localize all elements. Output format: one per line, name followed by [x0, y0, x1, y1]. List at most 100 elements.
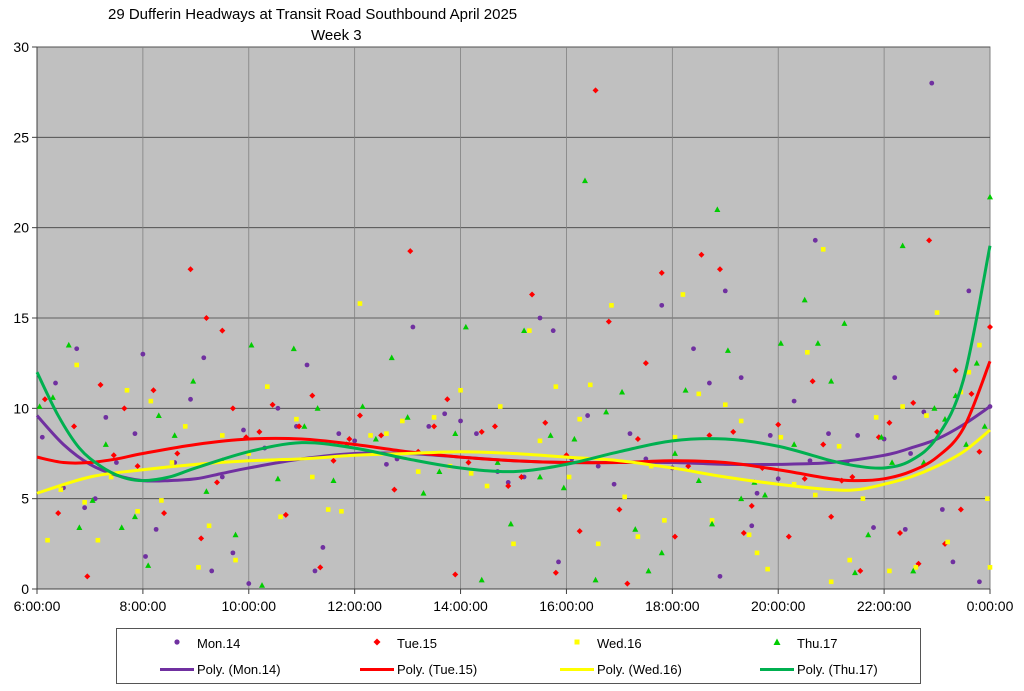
data-point-thu17	[494, 459, 501, 465]
data-point-mon14	[92, 496, 98, 502]
data-point-wed16	[662, 518, 667, 523]
data-point-mon14	[754, 490, 760, 496]
data-point-wed16	[738, 418, 744, 424]
data-point-tue15	[716, 266, 723, 273]
data-point-tue15	[685, 463, 692, 470]
legend-marker-wed16	[557, 636, 597, 651]
data-point-wed16	[820, 247, 826, 252]
chart-title: 29 Dufferin Headways at Transit Road Sou…	[108, 6, 518, 23]
data-point-mon14	[902, 526, 908, 532]
data-point-mon14	[241, 427, 246, 433]
data-point-wed16	[913, 565, 919, 570]
data-point-tue15	[444, 396, 451, 403]
data-point-mon14	[659, 302, 665, 308]
data-point-mon14	[717, 573, 723, 579]
data-point-wed16	[900, 404, 905, 409]
data-point-wed16	[873, 415, 879, 420]
data-point-thu17	[65, 341, 72, 348]
legend-item-poly-mon14: Poly. (Mon.14)	[157, 661, 281, 677]
data-point-wed16	[339, 509, 344, 514]
data-point-tue15	[976, 448, 983, 455]
data-point-wed16	[847, 557, 852, 563]
data-point-wed16	[484, 483, 490, 489]
data-point-thu17	[724, 347, 731, 353]
data-point-thu17	[102, 441, 109, 447]
data-point-thu17	[801, 296, 808, 303]
data-point-wed16	[860, 496, 866, 501]
data-point-tue15	[785, 533, 792, 540]
data-point-mon14	[230, 550, 236, 556]
data-point-thu17	[118, 524, 125, 530]
data-point-mon14	[977, 579, 982, 585]
data-point-thu17	[671, 450, 678, 456]
data-point-wed16	[246, 451, 252, 456]
data-point-thu17	[910, 567, 917, 574]
data-point-tue15	[987, 324, 993, 331]
data-point-mon14	[384, 461, 389, 467]
legend-marker-thu17	[757, 636, 797, 651]
legend-line-wed16	[560, 668, 594, 672]
trendline-poly-tue-15	[36, 360, 992, 483]
data-point-mon14	[426, 424, 432, 429]
data-point-mon14	[114, 460, 119, 465]
y-tick-label: 0	[21, 581, 29, 597]
data-point-tue15	[110, 452, 117, 459]
data-point-mon14	[103, 414, 109, 420]
y-tick-label: 15	[13, 310, 29, 326]
data-point-mon14	[336, 431, 342, 437]
data-point-wed16	[924, 413, 929, 418]
data-point-wed16	[696, 391, 702, 397]
data-point-mon14	[908, 451, 913, 456]
data-point-thu17	[89, 497, 96, 503]
data-point-tue15	[592, 87, 599, 94]
data-point-mon14	[706, 380, 712, 386]
data-point-thu17	[592, 576, 599, 583]
data-point-tue15	[957, 506, 964, 513]
data-point-thu17	[536, 473, 543, 480]
data-point-tue15	[296, 423, 303, 430]
data-point-thu17	[521, 327, 528, 334]
data-point-wed16	[985, 496, 990, 501]
data-point-tue15	[809, 378, 816, 385]
data-point-mon14	[458, 418, 463, 424]
data-point-tue15	[407, 248, 414, 255]
data-point-wed16	[325, 507, 331, 512]
data-point-tue15	[605, 318, 612, 325]
data-point-wed16	[680, 292, 686, 297]
data-point-tue15	[478, 428, 485, 435]
data-point-mon14	[312, 568, 318, 574]
data-point-tue15	[634, 436, 641, 443]
data-point-thu17	[828, 378, 835, 384]
data-point-thu17	[814, 340, 821, 346]
data-point-wed16	[45, 537, 50, 543]
data-point-mon14	[749, 523, 755, 529]
data-point-thu17	[155, 412, 162, 418]
data-point-tue15	[161, 510, 168, 517]
data-point-tue15	[121, 405, 128, 412]
data-point-tue15	[828, 513, 835, 520]
data-point-tue15	[150, 387, 157, 394]
legend-item-poly-tue15: Poly. (Tue.15)	[357, 661, 477, 677]
data-point-wed16	[511, 541, 516, 547]
data-point-thu17	[714, 206, 721, 212]
data-point-thu17	[899, 242, 906, 249]
data-point-thu17	[301, 423, 308, 429]
x-tick-label: 20:00:00	[751, 598, 806, 614]
data-point-wed16	[966, 369, 972, 375]
data-point-thu17	[560, 484, 567, 491]
data-point-wed16	[553, 384, 559, 389]
data-point-wed16	[196, 565, 201, 570]
data-point-thu17	[931, 405, 938, 411]
legend-item-thu17: Thu.17	[757, 635, 837, 651]
chart-canvas: 0 5 10 15 20 25 30 6:00:00 8:00:00 10:00:00 12:00:…	[13, 39, 1013, 614]
data-point-tue15	[219, 327, 226, 334]
data-point-wed16	[577, 416, 582, 422]
data-point-tue15	[431, 423, 438, 430]
data-point-wed16	[812, 492, 818, 498]
data-point-tue15	[926, 237, 933, 244]
legend-item-poly-wed16: Poly. (Wed.16)	[557, 661, 682, 677]
data-point-thu17	[478, 576, 485, 583]
data-point-thu17	[761, 491, 768, 498]
data-point-mon14	[627, 431, 633, 437]
data-point-tue15	[552, 569, 559, 576]
